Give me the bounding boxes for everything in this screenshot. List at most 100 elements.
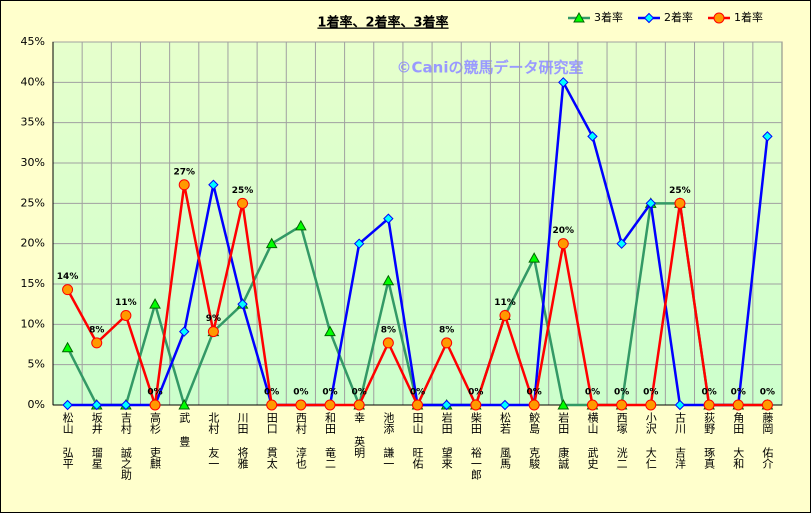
marker (587, 131, 598, 142)
x-tick-label: 高杉 吏麒 (149, 411, 162, 470)
data-label: 8% (89, 325, 104, 335)
marker (499, 309, 511, 321)
marker (645, 198, 656, 209)
data-label: 0% (585, 388, 600, 398)
x-tick-label: 西塚 洸二 (615, 412, 628, 469)
y-tick-label: 15% (21, 277, 45, 290)
y-tick-label: 10% (21, 317, 45, 330)
data-label: 0% (643, 388, 658, 398)
marker (207, 326, 219, 338)
marker (178, 179, 190, 191)
x-tick-label: 西村 淳也 (294, 412, 307, 469)
y-tick-label: 35% (21, 116, 45, 129)
marker (616, 399, 628, 411)
marker (353, 399, 365, 411)
y-tick-label: 0% (28, 398, 45, 411)
x-tick-label: 武 豊 (178, 412, 191, 447)
marker (295, 219, 307, 231)
marker (732, 399, 744, 411)
x-tick-label: 川田 将雅 (236, 412, 249, 469)
marker (237, 197, 249, 209)
marker (470, 399, 482, 411)
data-label: 0% (731, 388, 746, 398)
marker (586, 399, 598, 411)
marker (703, 399, 715, 411)
marker (149, 298, 161, 309)
marker (762, 131, 773, 142)
marker (324, 399, 336, 411)
x-tick-label: 田山 旺佑 (411, 412, 424, 469)
data-label: 8% (381, 325, 396, 335)
y-tick-label: 25% (21, 196, 45, 209)
x-tick-label: 岩田 望来 (440, 411, 453, 469)
y-tick-label: 5% (28, 358, 45, 371)
legend-label: 1着率 (734, 10, 763, 24)
marker (558, 77, 569, 88)
marker (149, 399, 161, 411)
data-label: 11% (115, 298, 137, 308)
marker (120, 399, 132, 411)
marker (674, 399, 686, 411)
x-tick-label: 幸 英明 (353, 412, 366, 459)
marker (382, 274, 395, 286)
marker (208, 179, 219, 190)
data-label: 25% (669, 186, 691, 196)
data-label: 0% (614, 388, 629, 398)
marker (557, 398, 570, 410)
data-label: 14% (57, 272, 79, 282)
marker (61, 341, 74, 353)
marker (557, 238, 569, 250)
legend-label: 3着率 (594, 10, 623, 24)
marker (499, 399, 511, 411)
x-tick-label: 松山 弘平 (61, 411, 74, 470)
data-label: 25% (232, 186, 254, 196)
x-tick-label: 和田 竜二 (324, 412, 337, 469)
marker (412, 399, 423, 411)
data-label: 0% (147, 388, 162, 398)
marker (62, 399, 73, 411)
marker (383, 213, 394, 224)
legend-marker (573, 11, 585, 23)
marker (266, 399, 278, 411)
data-label: 0% (701, 388, 716, 398)
marker (295, 399, 307, 411)
marker (62, 284, 74, 296)
marker (353, 238, 365, 249)
x-tick-label: 荻野 琢真 (703, 412, 716, 470)
x-tick-label: 藤岡 佑介 (761, 412, 774, 469)
marker (441, 399, 452, 411)
y-tick-label: 30% (21, 156, 45, 169)
marker (441, 337, 453, 349)
marker (616, 238, 627, 249)
x-tick-label: 古川 吉洋 (673, 412, 686, 469)
marker (528, 399, 540, 411)
marker (179, 326, 190, 337)
marker (324, 325, 336, 337)
data-label: 0% (293, 388, 308, 398)
x-tick-label: 横山 武史 (586, 411, 599, 470)
data-label: 0% (526, 388, 541, 398)
x-tick-label: 池添 謙一 (382, 412, 395, 469)
data-label: 9% (206, 314, 221, 324)
data-label: 0% (352, 388, 367, 398)
data-label: 0% (760, 388, 775, 398)
data-label: 0% (264, 388, 279, 398)
marker (761, 399, 773, 411)
x-tick-label: 鮫島 克駿 (528, 411, 541, 470)
marker (120, 309, 132, 321)
marker (178, 398, 191, 410)
data-label: 20% (553, 226, 575, 236)
marker (382, 337, 394, 349)
x-tick-label: 北村 友一 (207, 412, 220, 469)
data-label: 0% (322, 388, 337, 398)
x-tick-label: 松若 風馬 (498, 411, 511, 470)
data-label: 0% (410, 388, 425, 398)
data-label: 0% (468, 388, 483, 398)
marker (91, 399, 102, 411)
y-tick-label: 40% (21, 75, 45, 88)
marker (645, 399, 657, 411)
marker (674, 197, 686, 209)
x-tick-label: 小沢 大仁 (644, 412, 657, 469)
x-tick-label: 田口 貫太 (265, 412, 278, 470)
y-tick-label: 20% (21, 237, 45, 250)
